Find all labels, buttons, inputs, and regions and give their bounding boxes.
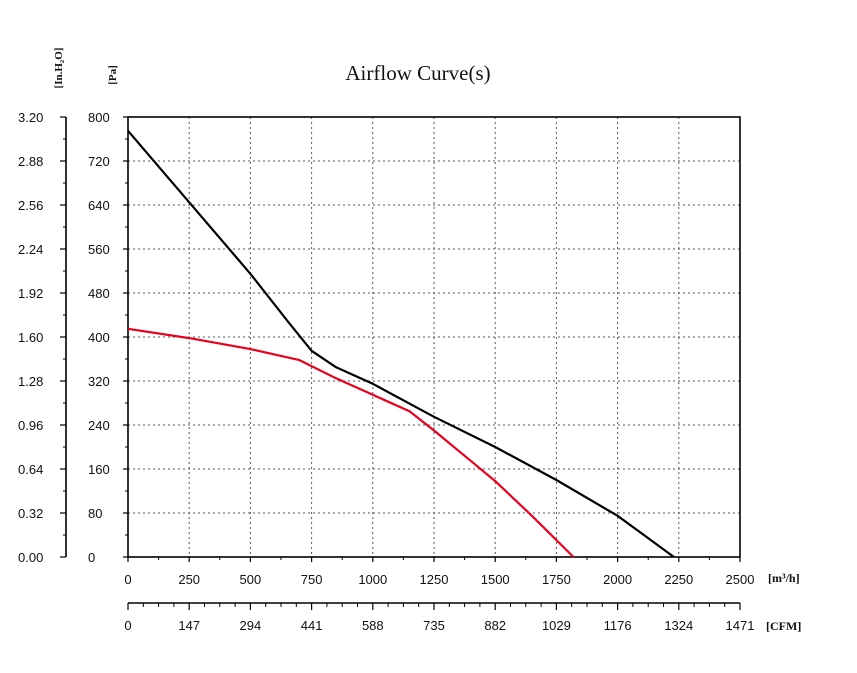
- series-line-1: [127, 130, 675, 558]
- grid-lines: [128, 117, 740, 557]
- x2-tick-label: 1029: [542, 618, 571, 633]
- x2-tick-label: 147: [178, 618, 200, 633]
- y-tick-label: 800: [88, 110, 110, 125]
- x-tick-label: 1000: [358, 572, 387, 587]
- y-tick-label: 480: [88, 286, 110, 301]
- y-unit-primary-label: [Pa]: [107, 65, 119, 85]
- y-unit-secondary-label: [In.H₂O]: [53, 48, 65, 89]
- y-tick-label: 400: [88, 330, 110, 345]
- y-tick-label: 320: [88, 374, 110, 389]
- x-tick-label: 1250: [420, 572, 449, 587]
- x2-tick-label: 441: [301, 618, 323, 633]
- chart-title: Airflow Curve(s): [345, 61, 490, 85]
- y-tick-label: 240: [88, 418, 110, 433]
- x2-tick-label: 1176: [604, 618, 632, 633]
- x-tick-label: 1750: [542, 572, 571, 587]
- y2-tick-label: 1.28: [18, 374, 43, 389]
- x-tick-label: 0: [124, 572, 131, 587]
- x-tick-label: 2250: [664, 572, 693, 587]
- y2-tick-label: 0.32: [18, 506, 43, 521]
- x-tick-label: 750: [301, 572, 323, 587]
- y-tick-label: 560: [88, 242, 110, 257]
- y-tick-label: 0: [88, 550, 95, 565]
- y2-tick-label: 2.56: [18, 198, 43, 213]
- x-unit-secondary-label: [CFM]: [766, 619, 801, 633]
- y2-tick-label: 1.92: [18, 286, 43, 301]
- y-tick-label: 640: [88, 198, 110, 213]
- y-tick-label: 160: [88, 462, 110, 477]
- y2-tick-label: 0.00: [18, 550, 43, 565]
- x2-tick-label: 1324: [664, 618, 693, 633]
- x2-tick-label: 735: [423, 618, 445, 633]
- y2-tick-label: 0.96: [18, 418, 43, 433]
- x2-tick-label: 588: [362, 618, 384, 633]
- y2-tick-label: 2.88: [18, 154, 43, 169]
- series-lines: [127, 130, 675, 558]
- x-tick-label: 2000: [603, 572, 632, 587]
- x2-tick-label: 1471: [726, 618, 755, 633]
- x-unit-primary-label: [m³/h]: [768, 571, 800, 585]
- y2-tick-label: 3.20: [18, 110, 43, 125]
- y2-tick-label: 0.64: [18, 462, 43, 477]
- x2-tick-label: 0: [124, 618, 131, 633]
- y-tick-label: 80: [88, 506, 102, 521]
- y2-tick-label: 1.60: [18, 330, 43, 345]
- x-tick-label: 2500: [726, 572, 755, 587]
- x-tick-label: 1500: [481, 572, 510, 587]
- y2-tick-label: 2.24: [18, 242, 43, 257]
- x2-tick-label: 882: [484, 618, 506, 633]
- x2-tick-label: 294: [240, 618, 262, 633]
- series-line-2: [127, 327, 575, 558]
- tick-labels: 0 250 500 750 1000 1250 1500 1750 2000 2250 2500 0 8…: [18, 110, 754, 633]
- x-tick-label: 500: [240, 572, 262, 587]
- x-tick-label: 250: [178, 572, 200, 587]
- y-tick-label: 720: [88, 154, 110, 169]
- axes: [60, 116, 741, 610]
